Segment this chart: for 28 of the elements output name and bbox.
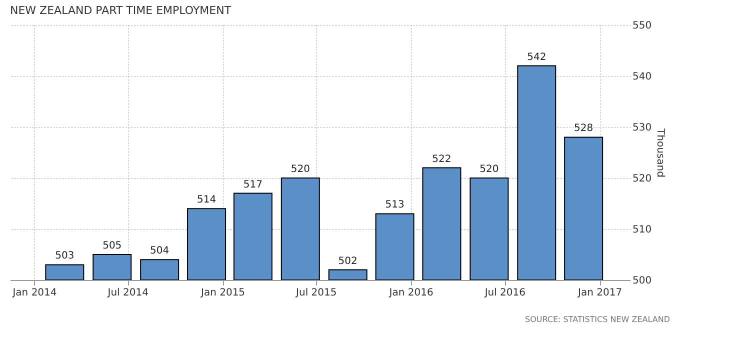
data-label: 513 bbox=[385, 200, 404, 211]
y-tick-label: 530 bbox=[632, 122, 652, 134]
data-label: 503 bbox=[55, 250, 74, 262]
data-label: 514 bbox=[196, 194, 216, 206]
data-label: 528 bbox=[574, 123, 594, 134]
y-tick-label: 510 bbox=[632, 224, 652, 236]
x-tick-label: Jul 2014 bbox=[106, 288, 148, 298]
x-tick-label: Jan 2016 bbox=[388, 288, 434, 298]
data-label: 517 bbox=[243, 179, 262, 190]
data-label: 504 bbox=[150, 246, 170, 257]
x-tick-label: Jul 2015 bbox=[295, 288, 337, 298]
x-tick-label: Jan 2014 bbox=[12, 288, 57, 298]
source-note: SOURCE: STATISTICS NEW ZEALAND bbox=[525, 315, 670, 324]
y-tick-label: 500 bbox=[632, 276, 652, 286]
data-label: 520 bbox=[290, 164, 310, 175]
y-axis-title: Thousand bbox=[654, 128, 666, 178]
x-tick-label: Jan 2015 bbox=[200, 288, 246, 298]
data-label: 502 bbox=[338, 256, 358, 267]
data-label: 522 bbox=[432, 154, 452, 165]
chart-title: NEW ZEALAND PART TIME EMPLOYMENT bbox=[10, 4, 232, 17]
data-label: 505 bbox=[102, 240, 122, 252]
x-tick-label: Jan 2017 bbox=[577, 288, 622, 298]
y-tick-label: 550 bbox=[632, 20, 652, 32]
y-tick-label: 540 bbox=[632, 72, 652, 82]
data-label: 542 bbox=[527, 52, 546, 63]
x-tick-label: Jul 2016 bbox=[484, 288, 526, 298]
data-label: 520 bbox=[480, 164, 499, 175]
y-tick-label: 520 bbox=[632, 174, 652, 184]
